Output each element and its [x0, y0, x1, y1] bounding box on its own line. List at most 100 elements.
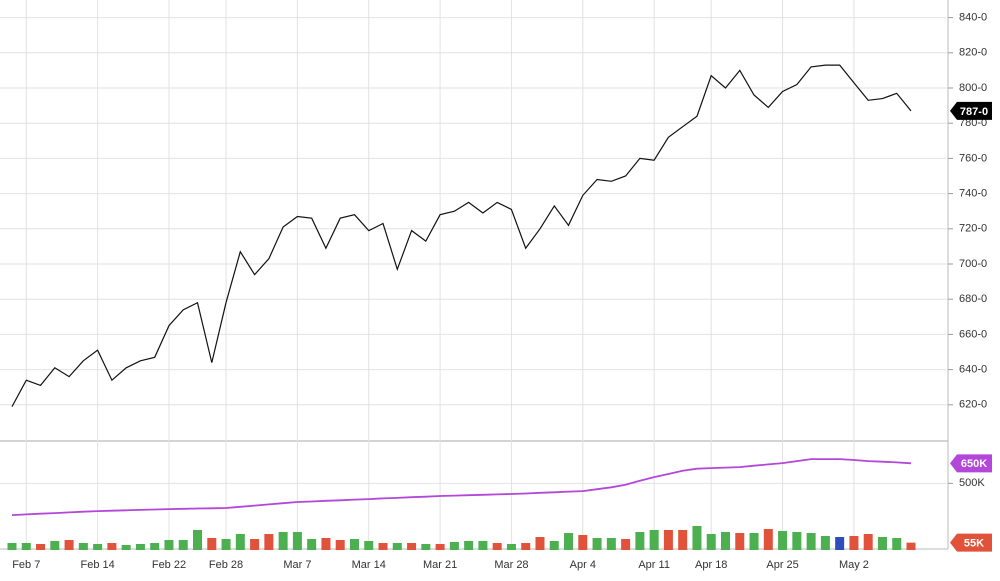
- y-tick-label: 640-0: [959, 364, 987, 376]
- volume-bar: [164, 540, 174, 550]
- volume-bar: [264, 534, 274, 550]
- volume-bar: [121, 545, 131, 550]
- x-tick-label: Apr 4: [570, 559, 596, 571]
- volume-bar: [178, 540, 188, 550]
- volume-bar: [221, 539, 231, 550]
- volume-bar: [478, 541, 488, 550]
- volume-bar: [7, 543, 17, 550]
- x-tick-label: May 2: [839, 559, 869, 571]
- volume-bar: [335, 540, 345, 550]
- volume-bar: [663, 530, 673, 550]
- volume-bar: [150, 543, 160, 550]
- volume-bar: [721, 532, 730, 550]
- volume-bar: [706, 534, 716, 550]
- y-tick-label: 760-0: [959, 152, 987, 164]
- volume-badge: 55K: [964, 538, 984, 550]
- volume-bar: [549, 541, 559, 550]
- x-tick-label: Feb 28: [209, 559, 243, 571]
- volume-bar: [321, 538, 331, 550]
- volume-bar: [792, 532, 802, 550]
- y-tick-label: 800-0: [959, 82, 987, 94]
- x-tick-label: Feb 14: [80, 559, 114, 571]
- x-tick-label: Feb 7: [12, 559, 40, 571]
- y-tick-label: 780-0: [959, 117, 987, 129]
- volume-bar: [906, 542, 916, 550]
- volume-bar: [421, 544, 431, 550]
- x-tick-label: Mar 7: [283, 559, 311, 571]
- volume-bar: [392, 543, 402, 550]
- volume-bar: [806, 533, 816, 550]
- y-tick-label: 840-0: [959, 12, 987, 24]
- volume-bar: [78, 543, 88, 550]
- y-tick-label: 700-0: [959, 258, 987, 270]
- volume-bar: [435, 544, 445, 550]
- volume-bar: [292, 532, 302, 550]
- volume-bar: [349, 539, 359, 550]
- y-tick-label: 620-0: [959, 399, 987, 411]
- volume-badge-shape: [950, 533, 992, 552]
- volume-bar: [193, 530, 203, 550]
- volume-bar: [235, 534, 245, 550]
- volume-bar: [135, 544, 145, 550]
- volume-bar: [564, 533, 574, 550]
- price-badge: 787-0: [960, 106, 988, 118]
- volume-bar: [464, 541, 474, 550]
- volume-bar: [820, 536, 830, 550]
- volume-bar: [207, 538, 217, 550]
- volume-bar: [107, 543, 117, 550]
- volume-bar: [692, 526, 702, 550]
- x-tick-label: Apr 11: [638, 559, 670, 571]
- volume-bar: [36, 544, 46, 550]
- volume-bar: [407, 543, 417, 550]
- volume-bar: [649, 530, 659, 550]
- volume-bar: [749, 533, 759, 550]
- y-tick-label: 820-0: [959, 47, 987, 59]
- volume-bar: [606, 538, 616, 550]
- volume-bar: [763, 529, 773, 550]
- y-tick-label: 720-0: [959, 223, 987, 235]
- volume-bar: [678, 530, 688, 550]
- volume-bar: [621, 539, 631, 550]
- volume-bar: [877, 537, 887, 550]
- volume-bar: [492, 543, 502, 550]
- volume-bar: [592, 538, 602, 550]
- volume-bar: [535, 537, 545, 550]
- average-badge: 650K: [961, 458, 987, 470]
- moving-average-line: [11, 458, 912, 516]
- volume-bar: [635, 532, 645, 550]
- volume-bar: [64, 540, 74, 550]
- x-tick-label: Apr 18: [695, 559, 727, 571]
- volume-bar: [278, 532, 288, 550]
- y-tick-label: 660-0: [959, 328, 987, 340]
- volume-bar: [50, 541, 60, 550]
- volume-bar: [449, 542, 459, 550]
- volume-bar: [93, 544, 103, 550]
- y-tick-label: 500K: [959, 477, 985, 489]
- volume-bar: [506, 544, 516, 550]
- volume-bar: [778, 531, 788, 550]
- average-badge-shape: [950, 454, 992, 473]
- x-tick-label: Mar 28: [494, 559, 528, 571]
- x-tick-label: Mar 21: [423, 559, 457, 571]
- volume-bar: [578, 535, 588, 550]
- volume-bar: [21, 543, 31, 550]
- price-line: [11, 64, 912, 407]
- volume-bar: [307, 539, 317, 550]
- x-tick-label: Feb 22: [152, 559, 186, 571]
- y-tick-label: 680-0: [959, 293, 987, 305]
- volume-bar: [521, 543, 531, 550]
- x-tick-label: Mar 14: [352, 559, 386, 571]
- volume-bar: [364, 541, 374, 550]
- volume-bar: [892, 538, 902, 550]
- volume-bar: [849, 536, 859, 550]
- y-tick-label: 740-0: [959, 188, 987, 200]
- volume-bar: [835, 537, 845, 550]
- x-tick-label: Apr 25: [766, 559, 798, 571]
- volume-bar: [378, 543, 388, 550]
- volume-bar: [735, 533, 745, 550]
- volume-bar: [250, 539, 260, 550]
- price-badge-shape: [950, 101, 992, 120]
- volume-bar: [863, 534, 873, 550]
